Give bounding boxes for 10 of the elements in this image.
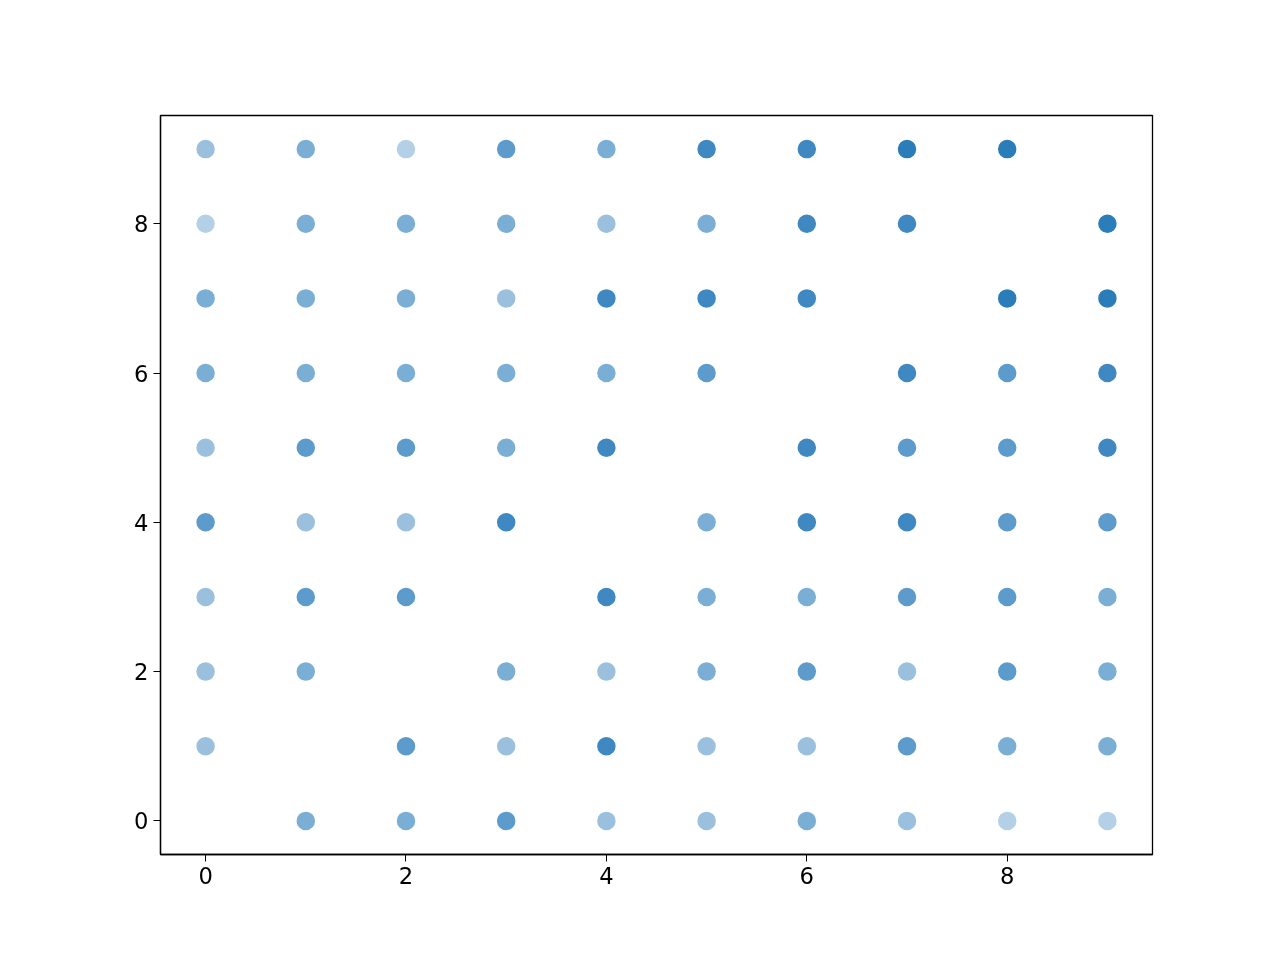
x-tick-label: 0	[198, 862, 213, 889]
x-tick-label: 4	[599, 862, 614, 889]
x-tick-label: 8	[1000, 862, 1015, 889]
y-tick-label: 6	[134, 360, 149, 387]
x-tick-label: 2	[398, 862, 414, 889]
y-tick-label: 4	[134, 509, 149, 536]
y-tick-label: 8	[134, 211, 149, 238]
y-tick-label: 0	[134, 808, 149, 835]
x-tick-label: 6	[799, 862, 815, 889]
y-tick-label: 2	[134, 659, 149, 686]
